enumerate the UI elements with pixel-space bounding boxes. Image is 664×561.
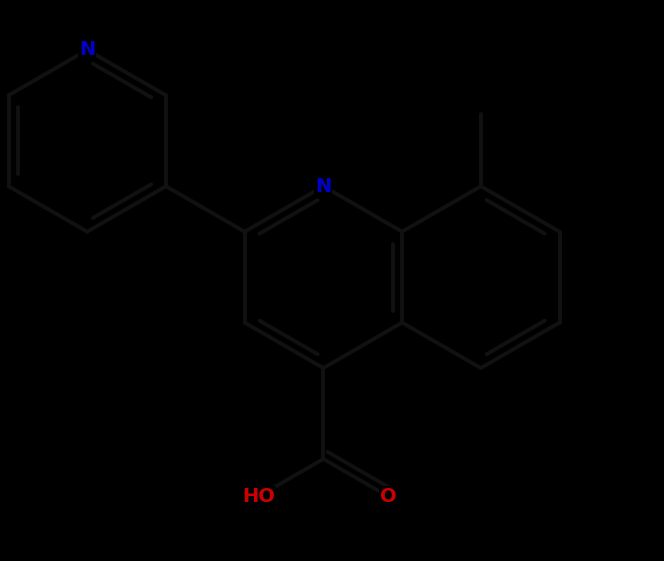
Text: O: O xyxy=(380,487,396,505)
Text: HO: HO xyxy=(242,487,276,505)
Text: N: N xyxy=(79,40,96,59)
Text: N: N xyxy=(315,177,331,196)
